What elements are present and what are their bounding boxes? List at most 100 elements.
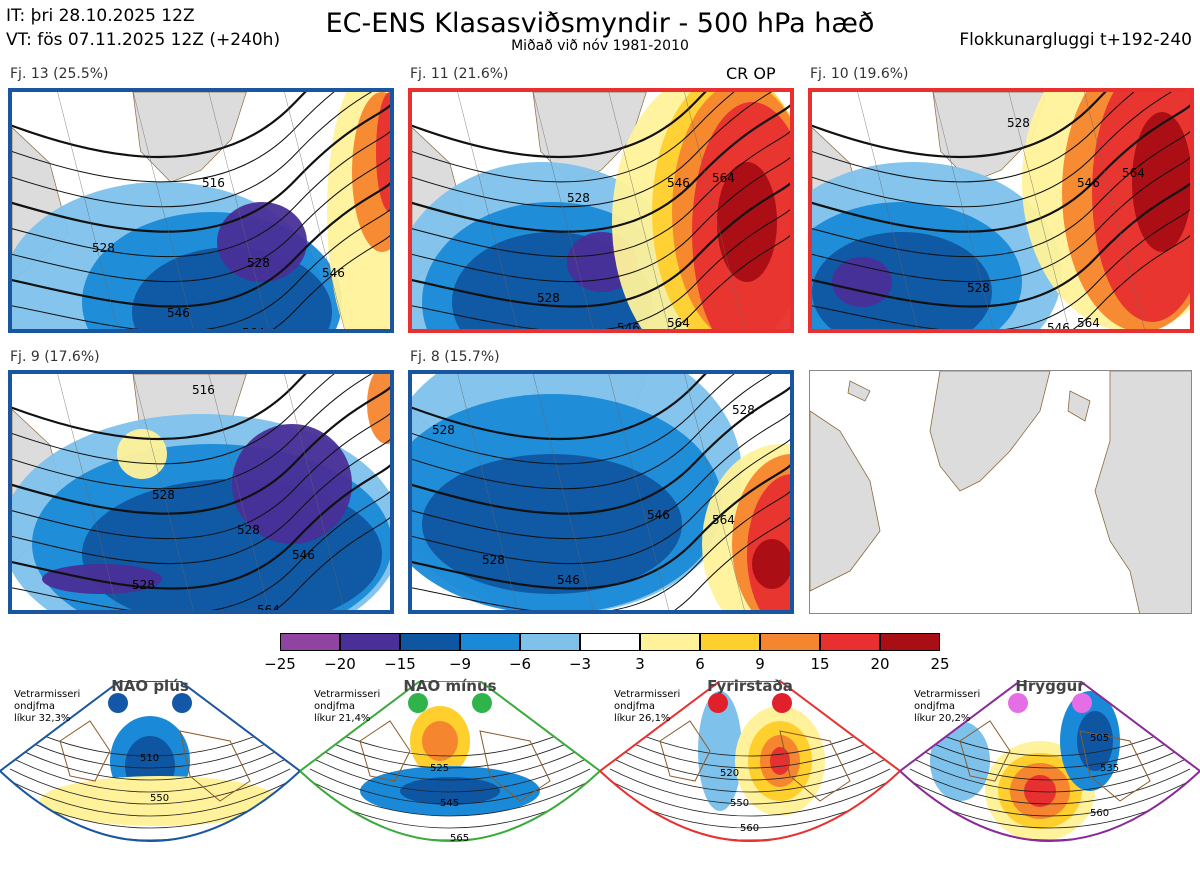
- regime-border: [0, 681, 300, 842]
- regime-title: Hryggur: [1015, 677, 1085, 695]
- height-contour: [412, 156, 790, 283]
- height-contour: [412, 374, 773, 490]
- classification-window: Flokkunargluggi t+192-240: [959, 30, 1192, 50]
- regime-height-contour: [9, 744, 291, 781]
- anomaly-shading: [752, 539, 790, 589]
- colorbar-tick-label: 25: [930, 655, 950, 673]
- colorbar-tick-label: −3: [568, 655, 592, 673]
- contour-label: 528: [537, 291, 560, 305]
- anomaly-shading: [117, 429, 167, 479]
- height-contour: [412, 182, 790, 308]
- contour-label: 564: [257, 603, 280, 610]
- height-contour: [412, 374, 735, 465]
- regime-contour-label: 550: [730, 798, 749, 809]
- height-contour: [12, 464, 390, 590]
- height-contour: [12, 374, 307, 440]
- regime-border: [900, 681, 1200, 842]
- contour-label: 564: [712, 171, 735, 185]
- regime-anomaly-shading: [422, 721, 458, 761]
- height-contour: [12, 374, 373, 490]
- regime-title: NAO plús: [111, 677, 189, 695]
- regime-contour-label: 560: [740, 823, 759, 834]
- contour-label: 528: [132, 578, 155, 592]
- regime-anomaly-shading: [698, 691, 742, 811]
- contour-label: 546: [1077, 176, 1100, 190]
- regime-anomaly-shading: [40, 776, 280, 826]
- regime-anomaly-shading: [400, 777, 500, 805]
- regime-contour-label: 560: [1090, 808, 1109, 819]
- contour-label: 546: [292, 548, 315, 562]
- height-contour: [412, 438, 790, 565]
- anomaly-shading: [1132, 112, 1190, 252]
- regime-info: Vetrarmisseri: [14, 689, 81, 700]
- regime-contour-label: 510: [140, 753, 159, 764]
- regime-contour-label: 545: [440, 798, 459, 809]
- height-contour: [412, 374, 707, 440]
- height-contour: [412, 464, 790, 590]
- cluster-map: 516 528 528 528 546 564: [8, 370, 394, 614]
- regime-info: ondjfma: [14, 701, 55, 712]
- height-contour: [12, 104, 390, 233]
- cluster-label: Fj. 13 (25.5%): [10, 66, 109, 82]
- colorbar-segment: [580, 633, 640, 651]
- colorbar-segment: [880, 633, 940, 651]
- colorbar-segment: [700, 633, 760, 651]
- contour-label: 564: [1122, 166, 1145, 180]
- height-contour: [412, 104, 790, 233]
- height-contour: [273, 516, 390, 610]
- height-contour: [12, 130, 390, 258]
- regime-info: ondjfma: [614, 701, 655, 712]
- height-contour: [812, 92, 1173, 208]
- page-title: EC-ENS Klasasviðsmyndir - 500 hPa hæð: [325, 8, 875, 39]
- regime-map: 505 535 560: [900, 681, 1200, 842]
- regime-info: líkur 21,4%: [314, 713, 371, 724]
- contour-label: 528: [237, 523, 260, 537]
- height-contour: [12, 208, 390, 329]
- reference-map-land: [810, 371, 1191, 613]
- contour-label: 546: [647, 508, 670, 522]
- colorbar-segment: [400, 633, 460, 651]
- regime-height-contour: [309, 744, 591, 781]
- regime-contour-label: 525: [430, 763, 449, 774]
- height-contour: [412, 386, 790, 515]
- regime-info: Vetrarmisseri: [314, 689, 381, 700]
- regime-height-contour: [609, 780, 891, 817]
- height-contour: [812, 156, 1190, 283]
- colorbar-tick-label: 6: [695, 655, 705, 673]
- cluster-label: Fj. 10 (19.6%): [810, 66, 909, 82]
- regime-dot: [772, 693, 792, 713]
- height-contour: [12, 386, 390, 515]
- colorbar-tick-label: 3: [635, 655, 645, 673]
- colorbar-tick-label: −9: [448, 655, 472, 673]
- control-run-tag: CR OP: [726, 64, 776, 83]
- colorbar-tick-label: −15: [384, 655, 416, 673]
- contour-label: 564: [712, 513, 735, 527]
- height-contour: [412, 130, 790, 258]
- regime-map: 510 550: [0, 681, 300, 842]
- height-contour: [412, 412, 790, 540]
- height-contour: [12, 92, 373, 208]
- regime-dot: [108, 693, 128, 713]
- regime-title: NAO mínus: [403, 677, 497, 695]
- height-contour: [812, 208, 1190, 329]
- contour-label: 528: [482, 553, 505, 567]
- regime-title: Fyrirstaða: [707, 677, 793, 695]
- regime-height-contour: [309, 768, 591, 805]
- regime-dot: [1072, 693, 1092, 713]
- contour-label: 528: [732, 403, 755, 417]
- contour-label: 528: [967, 281, 990, 295]
- anomaly-shading: [832, 257, 892, 307]
- contour-label: 546: [1047, 321, 1070, 329]
- colorbar-segment: [760, 633, 820, 651]
- contour-label: 546: [167, 306, 190, 320]
- anomaly-shading: [217, 202, 307, 282]
- height-contour: [12, 156, 390, 283]
- regime-info: líkur 20,2%: [914, 713, 971, 724]
- contour-label: 528: [92, 241, 115, 255]
- regime-contour-label: 535: [1100, 763, 1119, 774]
- regime-info: líkur 26,1%: [614, 713, 671, 724]
- regime-height-contour: [609, 768, 891, 805]
- anomaly-shading: [376, 92, 390, 212]
- height-contour: [12, 438, 390, 565]
- contour-label: 564: [242, 326, 265, 329]
